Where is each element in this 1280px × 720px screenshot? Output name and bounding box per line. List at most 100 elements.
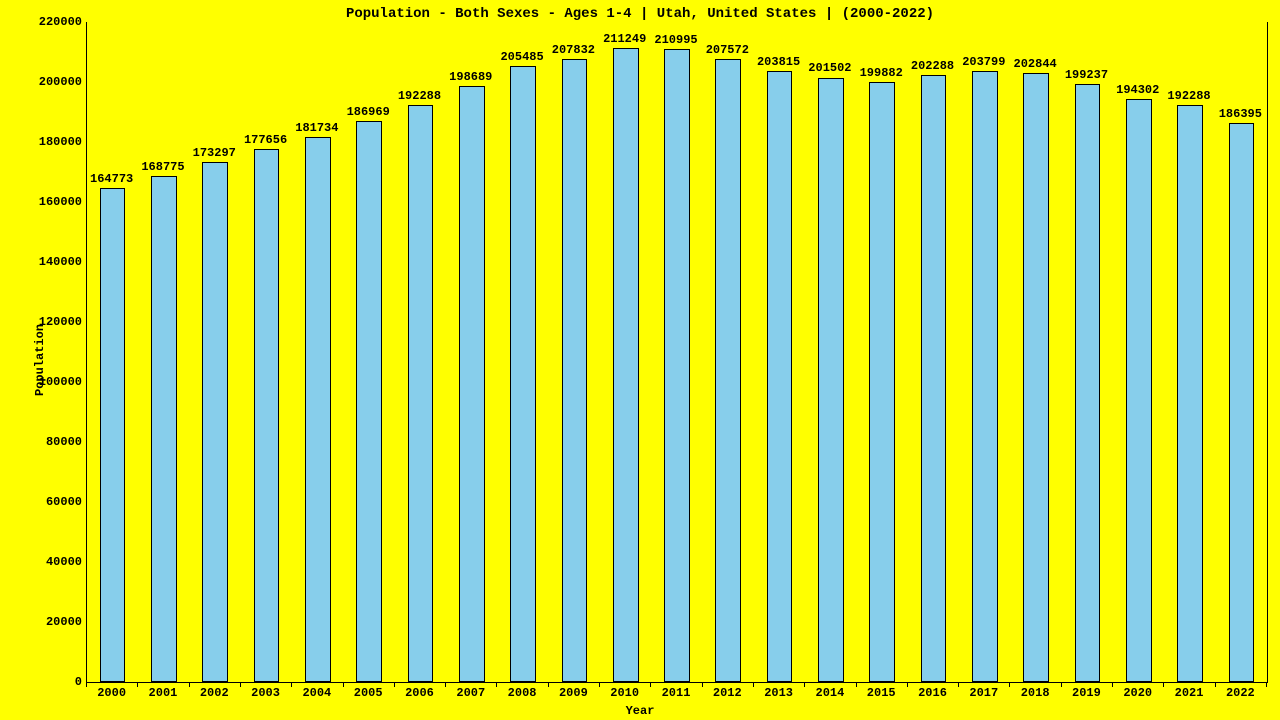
y-tick-label: 160000	[32, 195, 82, 209]
x-tick-mark	[343, 682, 344, 687]
x-tick-label: 2022	[1226, 686, 1255, 700]
bar-value-label: 198689	[449, 70, 492, 84]
bar-value-label: 173297	[193, 146, 236, 160]
x-tick-label: 2004	[302, 686, 331, 700]
x-tick-mark	[394, 682, 395, 687]
bars-group	[87, 22, 1267, 682]
x-tick-mark	[240, 682, 241, 687]
x-tick-label: 2007	[456, 686, 485, 700]
bar-value-label: 192288	[398, 89, 441, 103]
x-tick-label: 2010	[610, 686, 639, 700]
x-tick-mark	[804, 682, 805, 687]
bar-value-label: 192288	[1167, 89, 1210, 103]
bar	[1075, 84, 1101, 682]
x-tick-mark	[907, 682, 908, 687]
x-tick-label: 2019	[1072, 686, 1101, 700]
y-tick-label: 220000	[32, 15, 82, 29]
bar	[972, 71, 998, 682]
x-tick-label: 2001	[149, 686, 178, 700]
bar-value-label: 211249	[603, 32, 646, 46]
bar-value-label: 194302	[1116, 83, 1159, 97]
bar-value-label: 199237	[1065, 68, 1108, 82]
bar	[356, 121, 382, 682]
y-tick-label: 200000	[32, 75, 82, 89]
bar	[151, 176, 177, 682]
x-tick-mark	[650, 682, 651, 687]
x-tick-label: 2014	[816, 686, 845, 700]
bar	[664, 49, 690, 682]
x-tick-label: 2017	[969, 686, 998, 700]
x-tick-mark	[1112, 682, 1113, 687]
bar	[254, 149, 280, 682]
x-tick-label: 2003	[251, 686, 280, 700]
plot-area	[86, 22, 1268, 683]
bar-value-label: 164773	[90, 172, 133, 186]
x-tick-mark	[548, 682, 549, 687]
x-tick-label: 2016	[918, 686, 947, 700]
bar	[562, 59, 588, 682]
bar	[818, 78, 844, 683]
y-tick-label: 20000	[32, 615, 82, 629]
bar	[202, 162, 228, 682]
x-tick-label: 2009	[559, 686, 588, 700]
x-tick-mark	[1266, 682, 1267, 687]
bar	[1177, 105, 1203, 682]
x-tick-mark	[1009, 682, 1010, 687]
x-tick-mark	[856, 682, 857, 687]
bar	[1229, 123, 1255, 682]
bar-value-label: 201502	[808, 61, 851, 75]
chart-title: Population - Both Sexes - Ages 1-4 | Uta…	[0, 6, 1280, 22]
bar	[408, 105, 434, 682]
x-tick-label: 2008	[508, 686, 537, 700]
x-tick-mark	[86, 682, 87, 687]
x-tick-label: 2011	[662, 686, 691, 700]
x-tick-mark	[1163, 682, 1164, 687]
x-tick-mark	[702, 682, 703, 687]
x-tick-label: 2002	[200, 686, 229, 700]
x-tick-mark	[753, 682, 754, 687]
bar-value-label: 203815	[757, 55, 800, 69]
x-tick-label: 2000	[97, 686, 126, 700]
bar	[1126, 99, 1152, 682]
x-tick-label: 2021	[1175, 686, 1204, 700]
y-tick-label: 0	[32, 675, 82, 689]
x-axis-label: Year	[0, 704, 1280, 718]
x-tick-mark	[1215, 682, 1216, 687]
bar-value-label: 205485	[500, 50, 543, 64]
bar	[305, 137, 331, 682]
bar-value-label: 202844	[1014, 57, 1057, 71]
x-tick-label: 2013	[764, 686, 793, 700]
x-tick-label: 2020	[1123, 686, 1152, 700]
bar	[869, 82, 895, 682]
bar-value-label: 199882	[860, 66, 903, 80]
x-tick-mark	[599, 682, 600, 687]
y-tick-label: 40000	[32, 555, 82, 569]
bar-value-label: 177656	[244, 133, 287, 147]
x-tick-label: 2015	[867, 686, 896, 700]
x-tick-label: 2006	[405, 686, 434, 700]
bar	[510, 66, 536, 682]
bar	[715, 59, 741, 682]
bar	[767, 71, 793, 682]
x-tick-label: 2018	[1021, 686, 1050, 700]
y-tick-label: 180000	[32, 135, 82, 149]
chart-container: Population - Both Sexes - Ages 1-4 | Uta…	[0, 0, 1280, 720]
bar-value-label: 186969	[347, 105, 390, 119]
x-tick-label: 2012	[713, 686, 742, 700]
x-tick-mark	[496, 682, 497, 687]
y-tick-label: 140000	[32, 255, 82, 269]
bar-value-label: 207572	[706, 43, 749, 57]
x-tick-mark	[1061, 682, 1062, 687]
x-tick-mark	[958, 682, 959, 687]
y-tick-label: 100000	[32, 375, 82, 389]
x-tick-mark	[291, 682, 292, 687]
y-tick-label: 120000	[32, 315, 82, 329]
bar	[459, 86, 485, 682]
x-tick-mark	[445, 682, 446, 687]
x-tick-mark	[137, 682, 138, 687]
bar-value-label: 203799	[962, 55, 1005, 69]
bar-value-label: 168775	[141, 160, 184, 174]
bar-value-label: 202288	[911, 59, 954, 73]
bar	[921, 75, 947, 682]
bar-value-label: 181734	[295, 121, 338, 135]
